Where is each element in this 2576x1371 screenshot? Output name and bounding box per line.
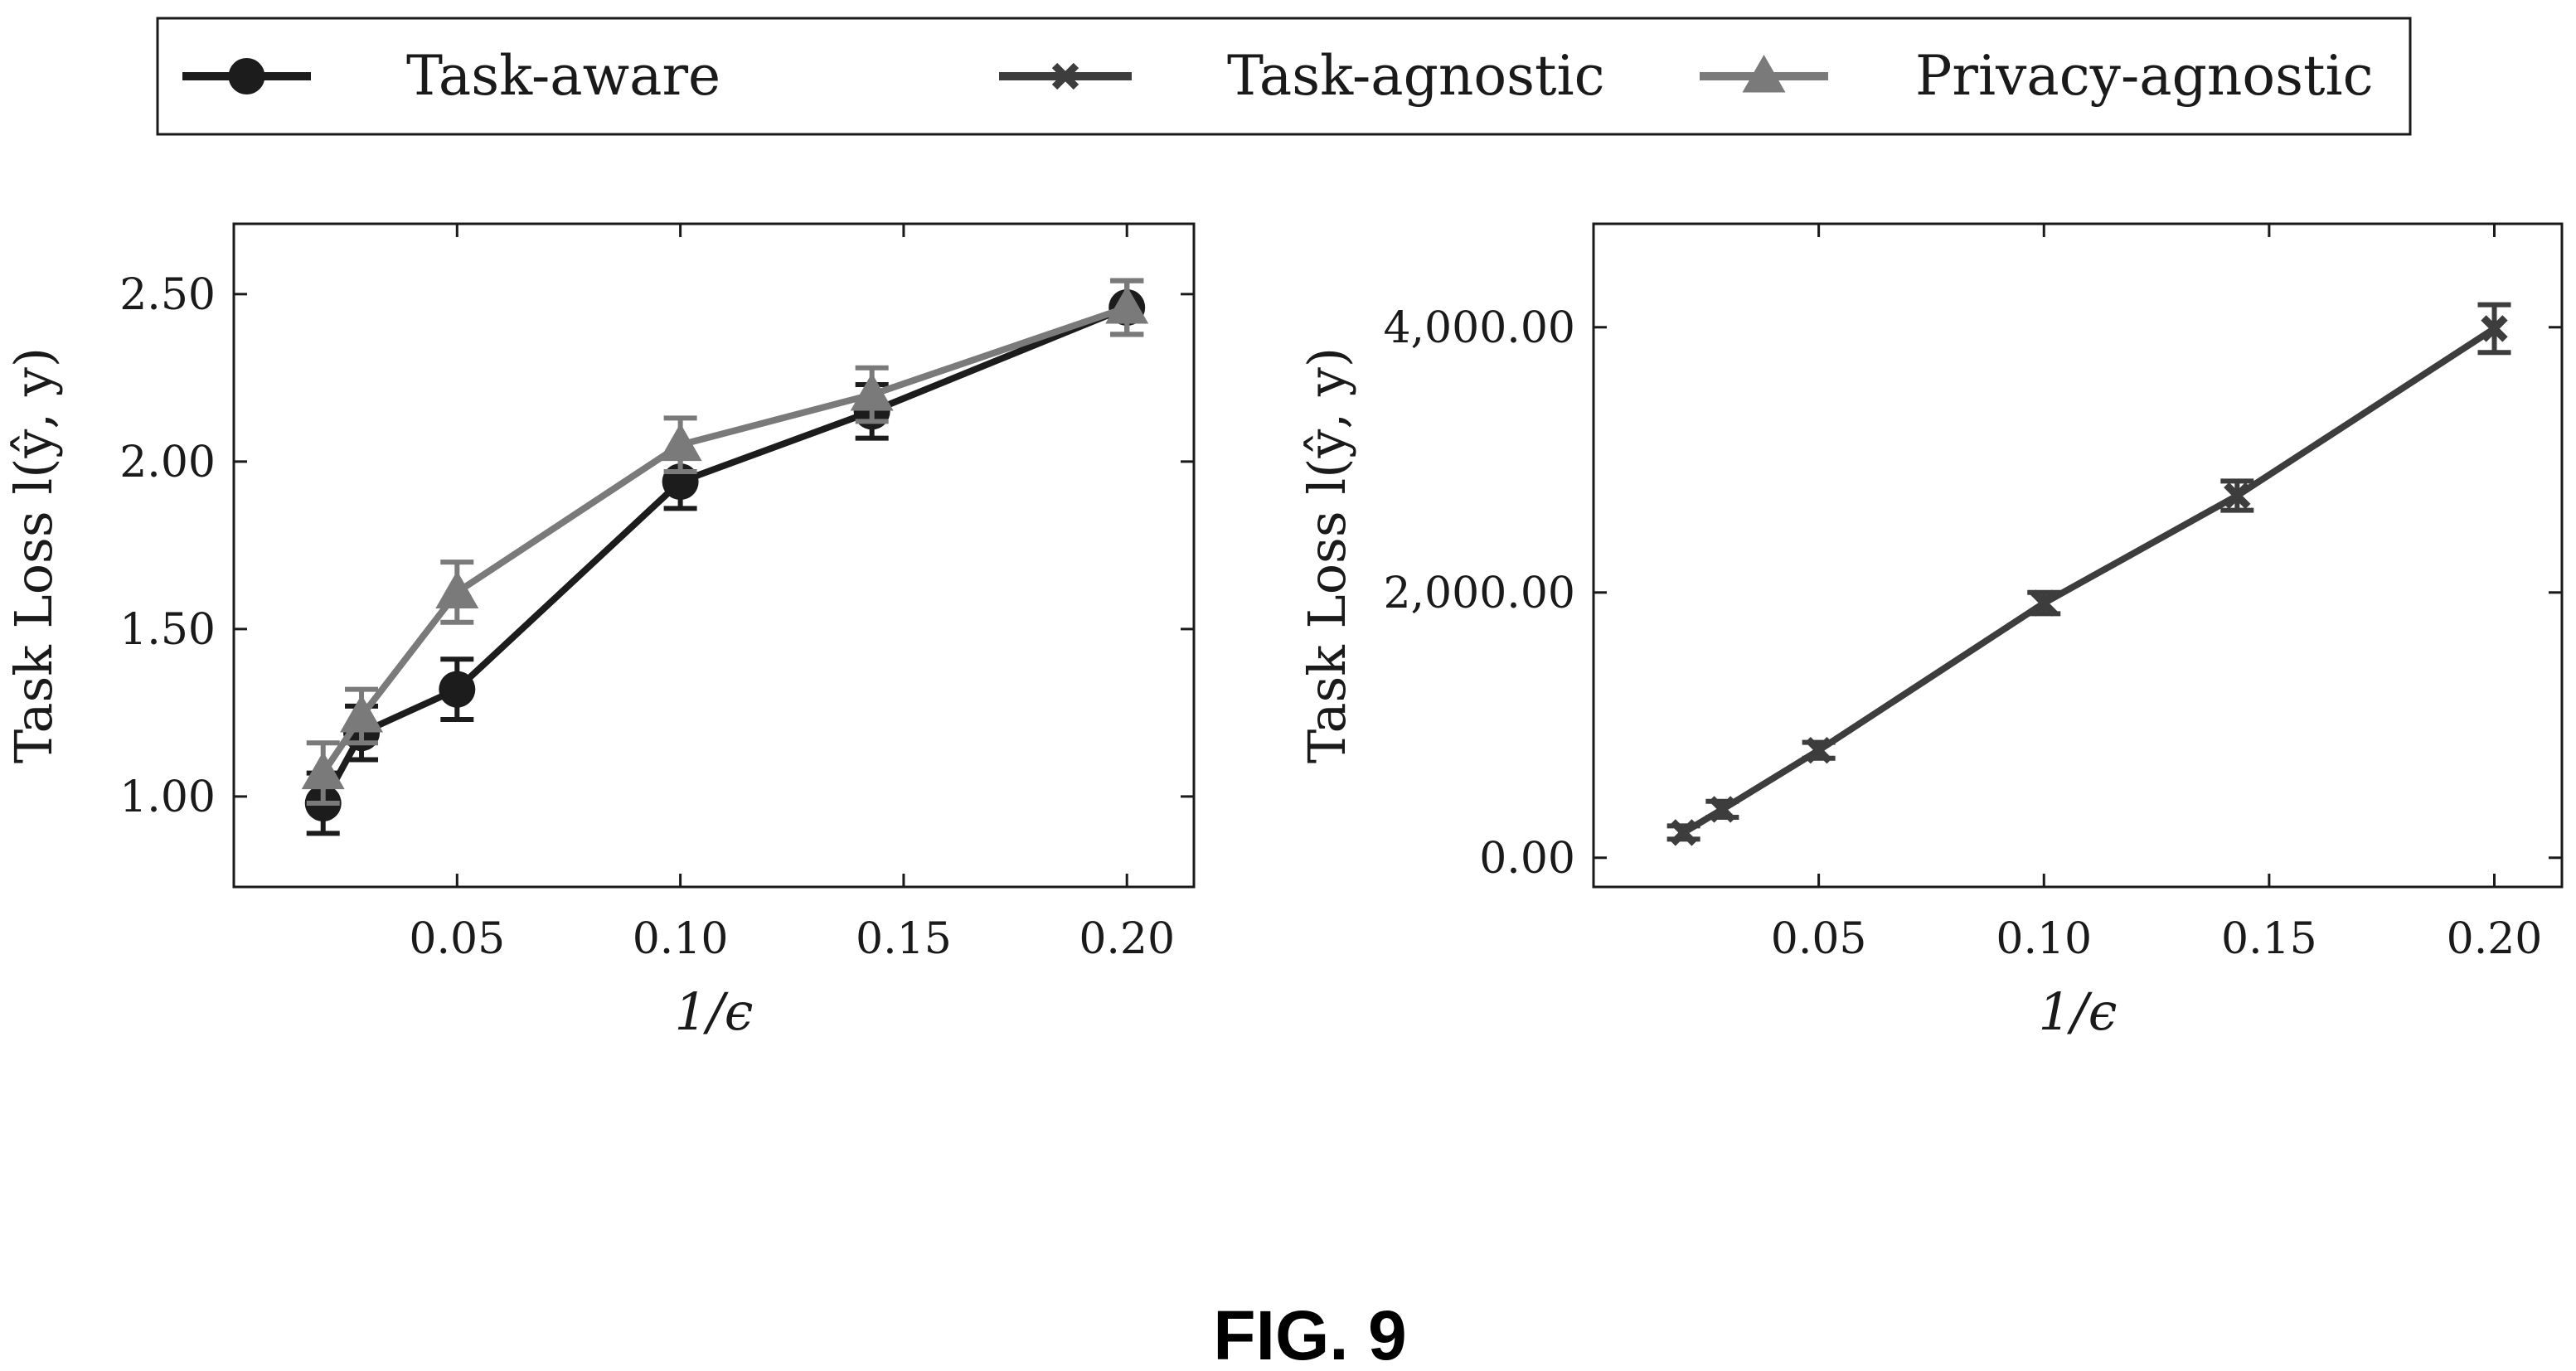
point-privacy-agnostic xyxy=(301,751,345,790)
point-privacy-agnostic xyxy=(658,423,702,462)
series-privacy-agnostic xyxy=(301,278,1149,806)
x-tick-label: 0.20 xyxy=(1079,914,1175,964)
legend-label-task-aware: Task-aware xyxy=(406,44,720,108)
point-task-agnostic xyxy=(1805,737,1832,764)
y-tick-label: 2.00 xyxy=(119,438,216,487)
legend-label-privacy-agnostic: Privacy-agnostic xyxy=(1915,44,2374,108)
series-line-task-aware xyxy=(320,304,1128,805)
x-tick-label: 0.20 xyxy=(2447,914,2543,964)
chart-right: 0.05 0.10 0.15 0.20 0.00 2,000.00 4,000.00 1/ϵ T… xyxy=(1297,222,2564,1042)
y-tick-label: 2.50 xyxy=(119,270,216,320)
plot-frame xyxy=(1592,222,2564,889)
y-tick-label: 2,000.00 xyxy=(1383,569,1575,618)
point-task-agnostic xyxy=(2481,315,2508,342)
legend-marker-privacy-agnostic xyxy=(1742,55,1786,93)
x-axis-label: 1/ϵ xyxy=(674,981,753,1042)
legend-marker-task-agnostic xyxy=(1051,62,1079,90)
series-task-aware xyxy=(304,278,1146,836)
plot-frame xyxy=(232,222,1196,889)
point-privacy-agnostic xyxy=(1105,286,1149,324)
x-tick-label: 0.15 xyxy=(2221,914,2317,964)
point-task-agnostic xyxy=(1670,819,1697,846)
legend-marker-task-aware xyxy=(228,58,265,94)
point-task-aware xyxy=(439,671,476,708)
point-privacy-agnostic xyxy=(435,570,479,608)
point-task-agnostic xyxy=(2224,482,2251,510)
y-tick-label: 4,000.00 xyxy=(1383,303,1575,353)
point-task-agnostic xyxy=(1709,796,1736,823)
series-line-privacy-agnostic xyxy=(320,304,1128,775)
chart-left: 0.05 0.10 0.15 0.20 1.00 1.50 2.00 2.50 1/ϵ Task … xyxy=(3,222,1196,1042)
x-axis-label: 1/ϵ xyxy=(2038,981,2117,1042)
point-task-agnostic xyxy=(2030,589,2058,617)
legend-box xyxy=(156,17,2412,136)
legend: Task-aware Task-agnostic Privacy-agnostic xyxy=(156,17,2412,136)
y-tick-label: 0.00 xyxy=(1479,834,1575,884)
y-axis-label: Task Loss l(ŷ, y) xyxy=(1297,347,1357,763)
series-task-agnostic xyxy=(1666,302,2511,846)
x-tick-label: 0.05 xyxy=(1771,914,1867,964)
y-tick-label: 1.50 xyxy=(119,605,216,655)
x-tick-label: 0.10 xyxy=(633,914,729,964)
point-privacy-agnostic xyxy=(850,373,894,411)
legend-label-task-agnostic: Task-agnostic xyxy=(1227,44,1605,108)
y-axis-label: Task Loss l(ŷ, y) xyxy=(3,347,64,763)
x-tick-label: 0.10 xyxy=(1996,914,2092,964)
x-tick-label: 0.05 xyxy=(409,914,505,964)
y-tick-label: 1.00 xyxy=(119,773,216,822)
figure-caption: FIG. 9 xyxy=(1213,1296,1406,1371)
x-tick-label: 0.15 xyxy=(856,914,952,964)
point-privacy-agnostic xyxy=(340,694,384,733)
